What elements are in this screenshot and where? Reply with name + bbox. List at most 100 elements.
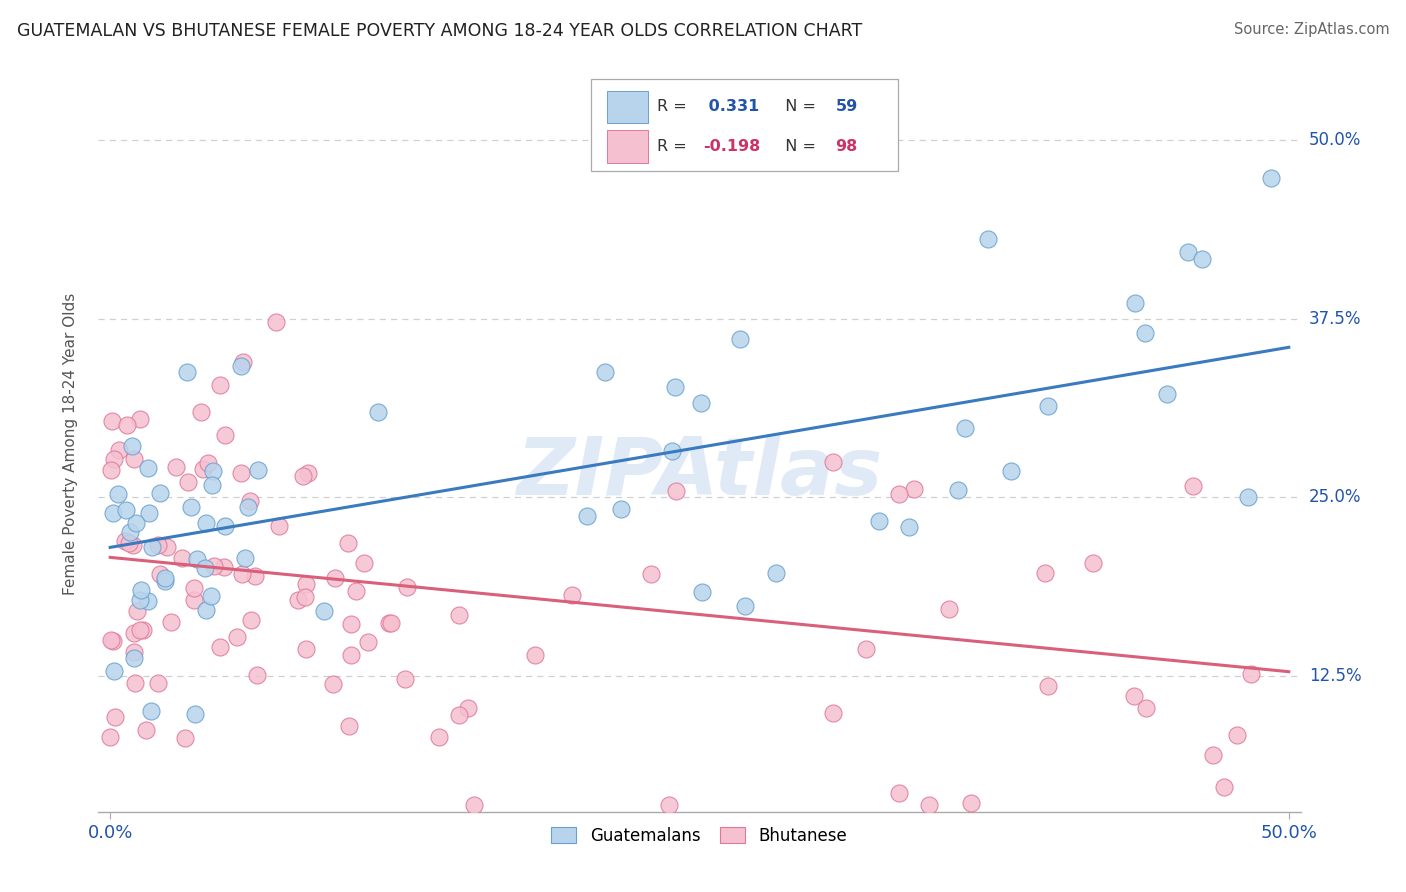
Point	[186, 552, 208, 566]
Point	[135, 723, 157, 737]
Point	[575, 508, 598, 523]
Text: 0.331: 0.331	[703, 99, 759, 114]
Point	[201, 477, 224, 491]
Point	[180, 500, 202, 515]
Point	[127, 604, 149, 618]
Point	[195, 602, 218, 616]
Point	[960, 796, 983, 810]
Point	[595, 365, 617, 379]
Point	[918, 797, 941, 812]
Point	[176, 365, 198, 379]
Point	[183, 593, 205, 607]
Point	[103, 451, 125, 466]
Point	[129, 411, 152, 425]
Point	[728, 332, 751, 346]
Point	[191, 462, 214, 476]
Text: 25.0%: 25.0%	[1309, 488, 1361, 507]
Point	[344, 584, 367, 599]
Point	[139, 704, 162, 718]
Point	[294, 590, 316, 604]
Point	[887, 786, 910, 800]
Text: N =: N =	[775, 139, 821, 154]
Point	[118, 524, 141, 539]
Text: R =: R =	[658, 139, 692, 154]
Point	[229, 466, 252, 480]
Point	[463, 797, 485, 812]
Point	[239, 493, 262, 508]
Point	[295, 577, 318, 591]
Point	[103, 664, 125, 678]
Text: -0.198: -0.198	[703, 139, 761, 154]
Point	[246, 668, 269, 682]
Text: 59: 59	[835, 99, 858, 114]
Text: 12.5%: 12.5%	[1309, 667, 1361, 685]
Point	[938, 602, 960, 616]
Point	[98, 730, 121, 744]
Point	[640, 567, 662, 582]
Point	[231, 359, 253, 373]
Point	[340, 617, 363, 632]
Point	[561, 588, 583, 602]
Point	[122, 451, 145, 466]
Point	[357, 635, 380, 649]
Point	[165, 460, 187, 475]
Point	[209, 640, 232, 655]
Point	[200, 589, 222, 603]
Point	[128, 624, 150, 638]
Point	[1000, 464, 1022, 478]
Point	[100, 414, 122, 428]
Point	[953, 421, 976, 435]
Point	[103, 506, 125, 520]
Point	[236, 500, 259, 514]
Point	[297, 466, 319, 480]
Point	[264, 315, 287, 329]
Point	[247, 463, 270, 477]
Point	[202, 464, 225, 478]
Point	[183, 707, 205, 722]
Point	[100, 632, 122, 647]
Point	[108, 442, 131, 457]
Point	[1135, 700, 1157, 714]
Point	[115, 503, 138, 517]
Point	[214, 518, 236, 533]
Point	[1260, 170, 1282, 185]
Point	[183, 582, 205, 596]
Point	[155, 571, 177, 585]
Point	[129, 592, 152, 607]
Point	[314, 604, 336, 618]
Point	[322, 677, 344, 691]
Point	[447, 607, 470, 622]
Point	[156, 540, 179, 554]
Point	[177, 475, 200, 489]
Point	[174, 731, 197, 745]
Point	[231, 566, 253, 581]
Point	[337, 719, 360, 733]
Point	[291, 468, 314, 483]
Point	[855, 641, 877, 656]
Point	[243, 568, 266, 582]
Point	[977, 232, 1000, 246]
Point	[898, 520, 921, 534]
Point	[202, 558, 225, 573]
Point	[118, 536, 141, 550]
Point	[197, 456, 219, 470]
Point	[129, 583, 152, 598]
Point	[233, 551, 256, 566]
Text: Source: ZipAtlas.com: Source: ZipAtlas.com	[1233, 22, 1389, 37]
Point	[948, 483, 970, 497]
Text: 98: 98	[835, 139, 858, 154]
Point	[136, 594, 159, 608]
Point	[208, 377, 231, 392]
Point	[159, 615, 181, 629]
Point	[447, 708, 470, 723]
Y-axis label: Female Poverty Among 18-24 Year Olds: Female Poverty Among 18-24 Year Olds	[63, 293, 77, 595]
Text: 37.5%: 37.5%	[1309, 310, 1361, 327]
Point	[823, 706, 845, 720]
Point	[149, 567, 172, 582]
Point	[101, 633, 124, 648]
Point	[765, 566, 787, 581]
Point	[100, 463, 122, 477]
Text: N =: N =	[775, 99, 821, 114]
Point	[457, 701, 479, 715]
Point	[1202, 748, 1225, 763]
